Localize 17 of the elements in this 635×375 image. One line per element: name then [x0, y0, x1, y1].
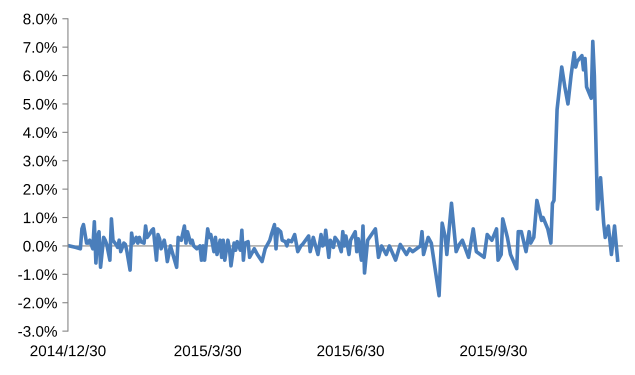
x-tick-label: 2014/12/30 [30, 345, 106, 356]
y-tick-label: -3.0% [18, 326, 57, 337]
y-tick-label: 6.0% [23, 70, 57, 82]
line-series [68, 40, 620, 298]
y-tick-label: 8.0% [23, 14, 57, 24]
y-tick-label: 3.0% [23, 156, 57, 166]
y-tick-label: 1.0% [24, 212, 57, 224]
x-tick-label: 2015/9/30 [460, 345, 527, 356]
x-tick-label: 2015/6/30 [317, 345, 384, 356]
y-tick-label: 5.0% [23, 98, 57, 110]
y-tick-label: 7.0% [23, 42, 57, 53]
y-tick-label: -1.0% [18, 269, 57, 280]
y-tick-label: 2.0% [23, 184, 57, 195]
y-tick-label: -2.0% [18, 298, 57, 308]
x-tick-label: 2015/3/30 [174, 345, 242, 356]
y-tick-label: 0.0% [23, 240, 57, 252]
y-tick-label: 4.0% [23, 127, 57, 138]
